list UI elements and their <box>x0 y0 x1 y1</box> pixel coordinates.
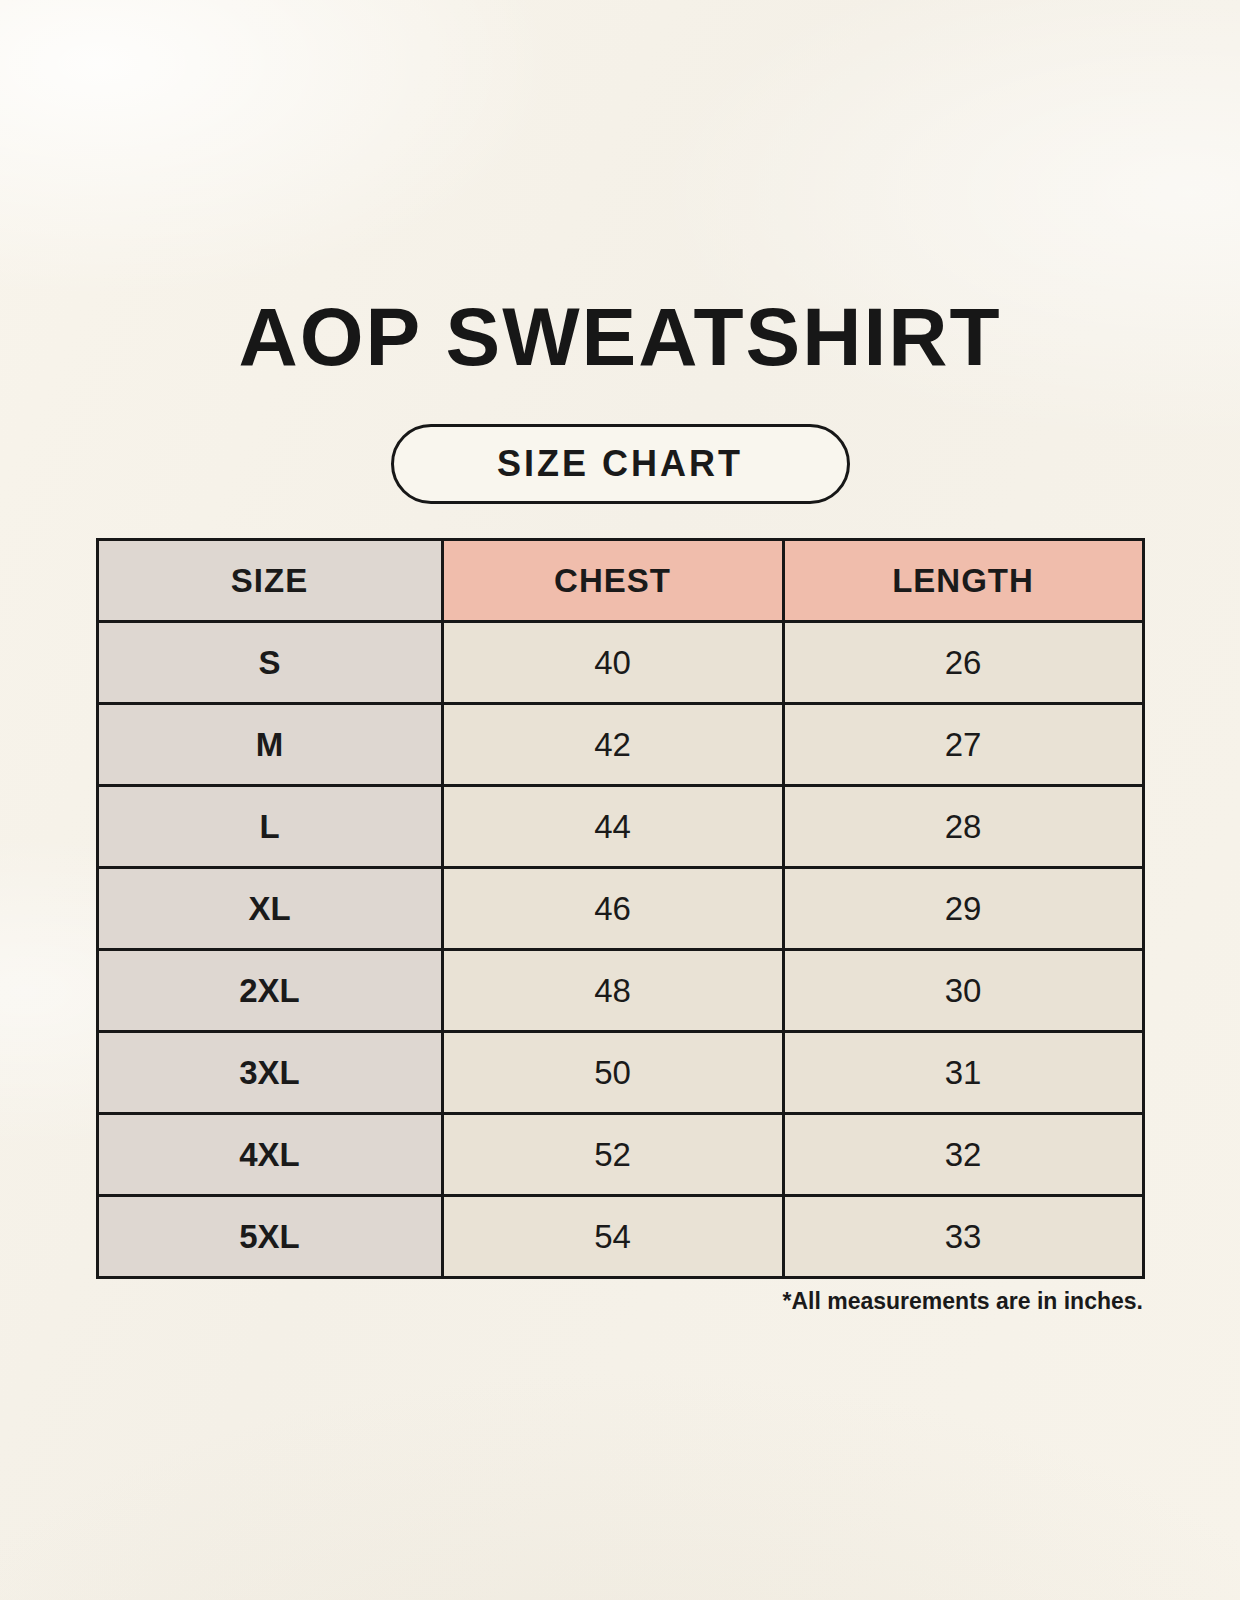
size-cell: M <box>97 704 442 786</box>
chest-cell: 52 <box>442 1114 783 1196</box>
chest-cell: 48 <box>442 950 783 1032</box>
size-cell: 5XL <box>97 1196 442 1278</box>
chest-cell: 50 <box>442 1032 783 1114</box>
size-chart-page: AOP SWEATSHIRT SIZE CHART SIZE CHEST LEN… <box>0 0 1240 1600</box>
size-cell: 4XL <box>97 1114 442 1196</box>
table-row: S 40 26 <box>97 622 1143 704</box>
chest-cell: 46 <box>442 868 783 950</box>
table-row: M 42 27 <box>97 704 1143 786</box>
size-cell: 2XL <box>97 950 442 1032</box>
table-header-row: SIZE CHEST LENGTH <box>97 540 1143 622</box>
chest-cell: 42 <box>442 704 783 786</box>
chest-cell: 44 <box>442 786 783 868</box>
table-row: 4XL 52 32 <box>97 1114 1143 1196</box>
length-cell: 31 <box>783 1032 1143 1114</box>
chest-cell: 54 <box>442 1196 783 1278</box>
measurements-footnote: *All measurements are in inches. <box>97 1288 1143 1315</box>
length-cell: 32 <box>783 1114 1143 1196</box>
length-cell: 30 <box>783 950 1143 1032</box>
table-row: XL 46 29 <box>97 868 1143 950</box>
column-header-size: SIZE <box>97 540 442 622</box>
size-chart-badge-label: SIZE CHART <box>497 443 743 485</box>
length-cell: 28 <box>783 786 1143 868</box>
length-cell: 33 <box>783 1196 1143 1278</box>
table-row: 3XL 50 31 <box>97 1032 1143 1114</box>
table-row: L 44 28 <box>97 786 1143 868</box>
length-cell: 27 <box>783 704 1143 786</box>
column-header-chest: CHEST <box>442 540 783 622</box>
size-chart-badge: SIZE CHART <box>391 424 850 504</box>
size-cell: 3XL <box>97 1032 442 1114</box>
size-cell: XL <box>97 868 442 950</box>
page-title: AOP SWEATSHIRT <box>239 296 1002 378</box>
chest-cell: 40 <box>442 622 783 704</box>
table-row: 5XL 54 33 <box>97 1196 1143 1278</box>
length-cell: 29 <box>783 868 1143 950</box>
size-cell: S <box>97 622 442 704</box>
column-header-length: LENGTH <box>783 540 1143 622</box>
length-cell: 26 <box>783 622 1143 704</box>
size-cell: L <box>97 786 442 868</box>
table-row: 2XL 48 30 <box>97 950 1143 1032</box>
size-chart-table: SIZE CHEST LENGTH S 40 26 M 42 27 L 44 2… <box>96 538 1145 1279</box>
